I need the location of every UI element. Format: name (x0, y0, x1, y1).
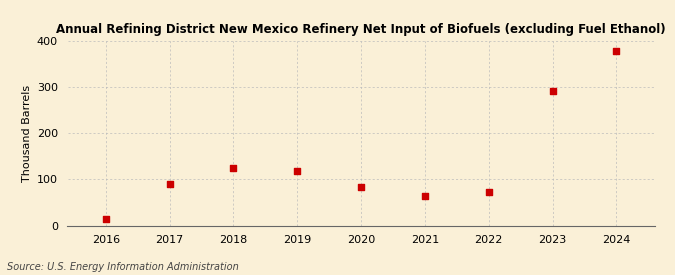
Point (420, 194, 431, 199)
Point (356, 185, 367, 189)
Point (547, 89, 558, 94)
Point (292, 169, 302, 173)
Point (611, 49, 622, 53)
Text: Source: U.S. Energy Information Administration: Source: U.S. Energy Information Administ… (7, 262, 238, 272)
Title: Annual Refining District New Mexico Refinery Net Input of Biofuels (excluding Fu: Annual Refining District New Mexico Refi… (56, 23, 666, 36)
Point (228, 166, 239, 170)
Point (483, 190, 494, 194)
Y-axis label: Thousand Barrels: Thousand Barrels (22, 85, 32, 182)
Point (101, 216, 111, 221)
Point (164, 182, 175, 186)
